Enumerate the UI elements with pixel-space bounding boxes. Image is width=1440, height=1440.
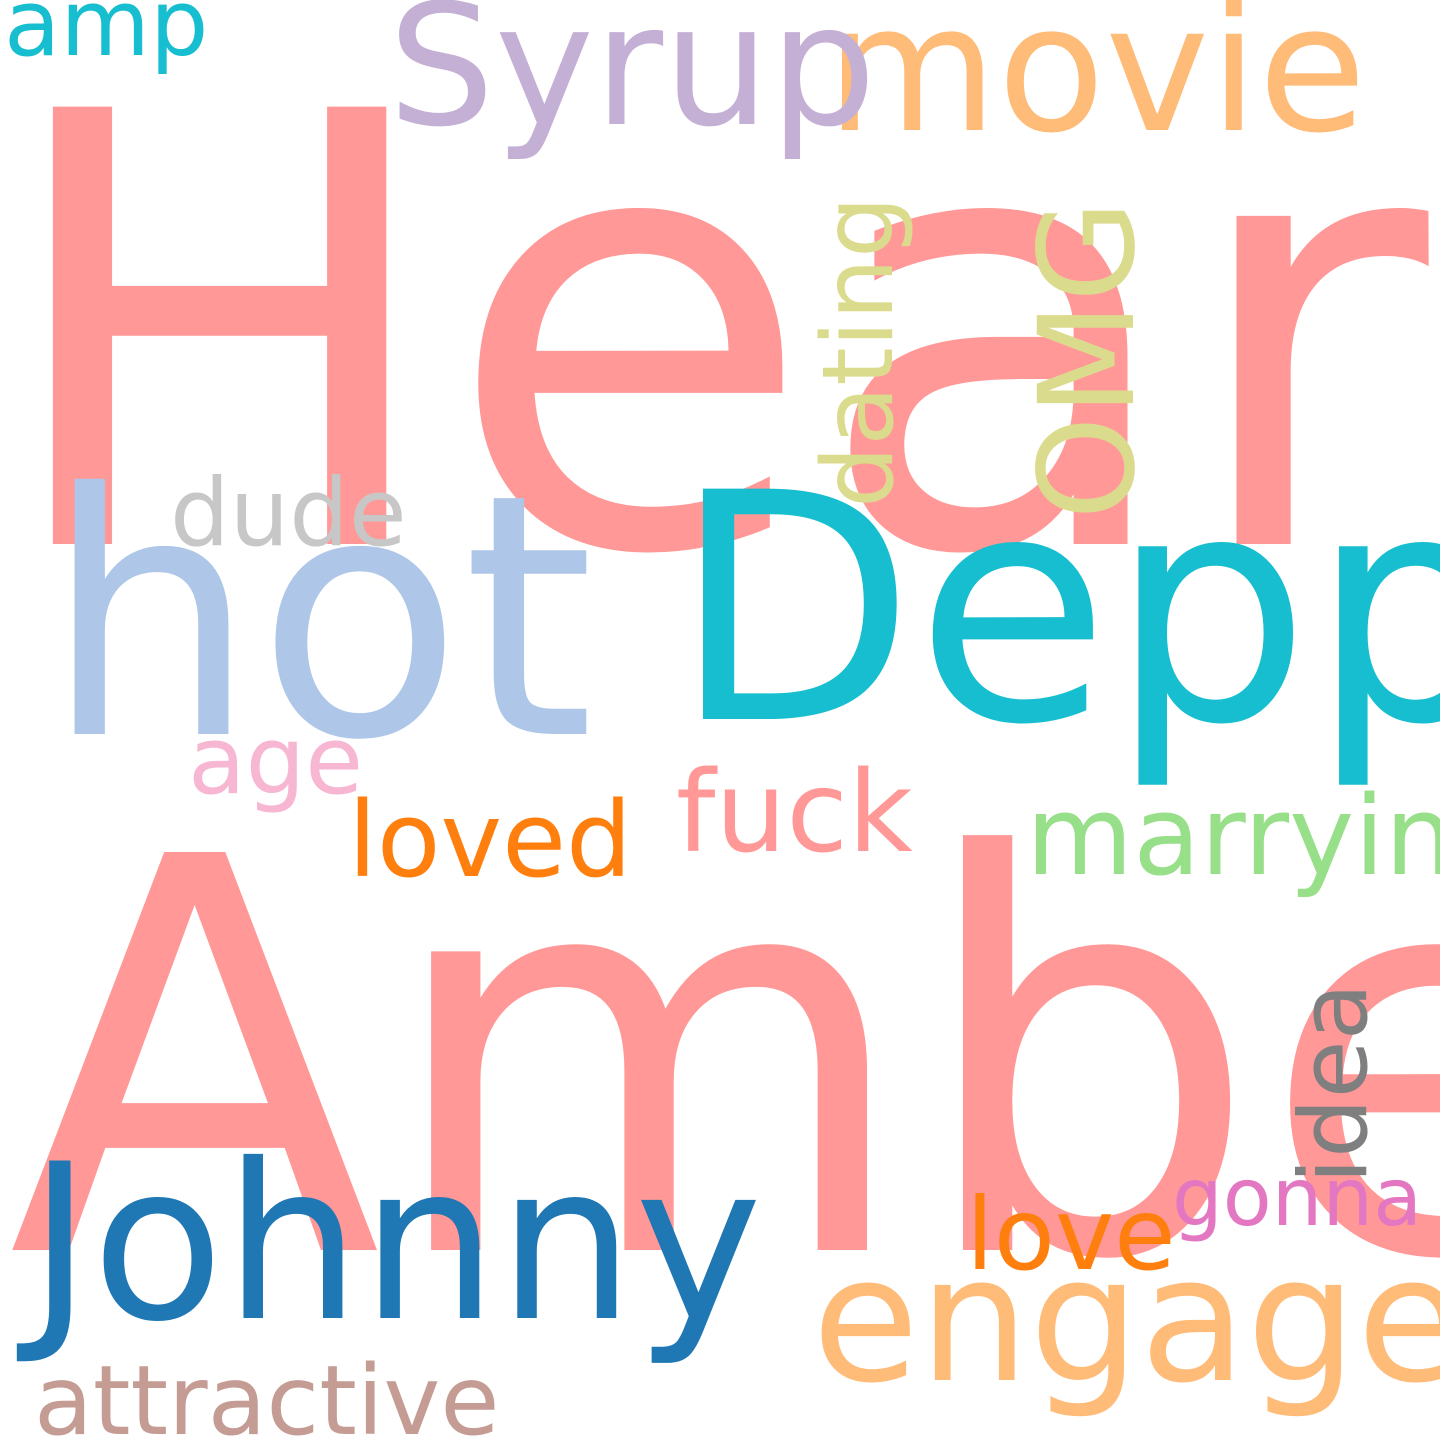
word-dating: dating — [802, 195, 916, 508]
word-omg: OMG — [1011, 199, 1165, 520]
word-syrup: Syrup — [388, 0, 877, 164]
word-heard: Heard — [0, 0, 1440, 686]
word-attractive: attractive — [34, 1345, 500, 1440]
word-love: love — [966, 1176, 1176, 1293]
word-fuck: fuck — [676, 748, 913, 878]
word-johnny: Johnny — [28, 1118, 763, 1369]
word-marrying: marrying — [1026, 772, 1440, 900]
word-dude: dude — [170, 459, 407, 568]
word-movie: movie — [826, 0, 1367, 172]
word-amp: amp — [4, 0, 209, 77]
word-age: age — [188, 707, 364, 816]
word-amber: Amber — [8, 743, 1440, 1379]
word-loved: loved — [348, 779, 633, 901]
word-gonna: gonna — [1172, 1151, 1423, 1244]
word-hot: hot — [44, 423, 595, 814]
word-engaged: engaged — [812, 1219, 1440, 1422]
word-depp: Depp — [672, 426, 1440, 794]
